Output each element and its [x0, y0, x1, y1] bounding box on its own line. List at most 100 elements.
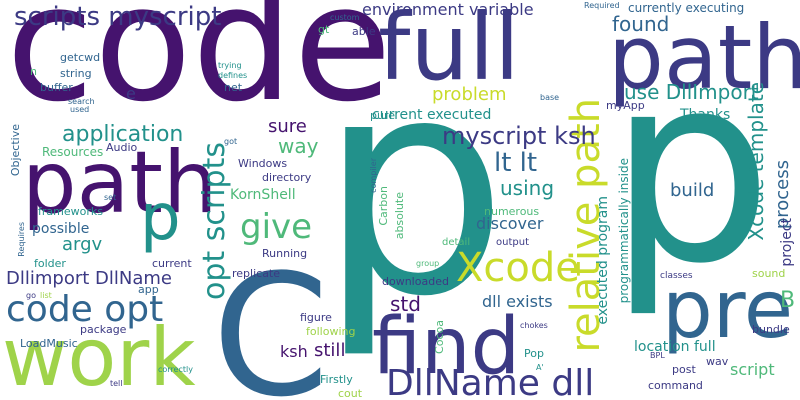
word-string: string [60, 67, 92, 80]
word-used: used [70, 105, 90, 114]
word-still: still [314, 340, 346, 361]
word-C: C [212, 238, 330, 400]
word-current-executed: current executed [372, 107, 492, 123]
word-base: base [540, 93, 560, 102]
word-p-large: p [318, 13, 509, 362]
word-command: command [648, 379, 703, 392]
word-required: Required [584, 1, 620, 10]
word-objective: Objective [9, 124, 22, 177]
word-xcode: Xcode [456, 245, 580, 291]
word-kornshell: KornShell [230, 187, 296, 203]
word-output: output [496, 237, 529, 248]
word-location-full: location full [634, 339, 716, 355]
word-pure: pure [370, 109, 396, 122]
word-path-left: path [22, 133, 218, 233]
word-a-prime: A' [536, 363, 544, 372]
word-current: current [152, 257, 192, 270]
word-found: found [612, 12, 670, 36]
word-cocoa: Cocoa [433, 320, 446, 354]
word-possible: possible [32, 221, 90, 237]
word-opt-scripts: opt scripts [197, 142, 232, 300]
word-detail: detail [442, 237, 471, 248]
word-p-small: p [140, 181, 181, 255]
word-p-large-right: p [608, 19, 774, 321]
word-scripts-myscript: scripts myscript [14, 2, 222, 32]
word-myapp: myApp [606, 99, 645, 112]
word-application: application [62, 122, 184, 147]
word-full: full [378, 0, 520, 101]
word-windows: Windows [238, 157, 288, 170]
word-absolute: absolute [393, 192, 406, 240]
word-downloaded: downloaded [382, 275, 449, 288]
word-lt-lt: lt lt [494, 148, 538, 178]
word-way: way [278, 134, 319, 158]
word-myscript-ksh: myscript ksh [442, 122, 596, 150]
word-buffer: buffer [40, 81, 73, 94]
word-ksh: ksh [280, 342, 308, 361]
word-audio: Audio [106, 141, 138, 154]
word-path-top: path [608, 6, 800, 109]
word-package: package [80, 323, 127, 336]
word-using: using [500, 176, 555, 200]
word-code: code [6, 0, 392, 137]
word-environment-variable: environment variable [362, 0, 534, 19]
word-sure: sure [268, 116, 307, 137]
word-dll-exists: dll exists [482, 292, 553, 311]
word-argv: argv [62, 234, 103, 255]
word-n: n [30, 65, 37, 78]
word-project: project [779, 218, 795, 267]
word-frameworks: frameworks [38, 205, 103, 218]
word-custom: custom [330, 13, 360, 22]
word-chokes: chokes [520, 321, 548, 330]
word-build: build [670, 180, 715, 201]
word-dllname-dll: DllName dll [386, 363, 595, 400]
word-compiler: compiler [369, 158, 378, 193]
word-B: B [780, 288, 796, 313]
word-requires: Requires [17, 222, 26, 257]
word-trying: trying [218, 61, 242, 70]
word-executed-program: executed program [595, 196, 611, 325]
word-std: std [390, 292, 421, 316]
word-bpl: BPL [650, 351, 665, 360]
word-folder: folder [34, 257, 66, 270]
word-correctly: correctly [158, 365, 193, 374]
word-sound: sound [752, 267, 786, 280]
word-following: following [306, 325, 356, 338]
word-replicate: replicate [232, 267, 281, 280]
word-give: give [240, 207, 313, 247]
word-thanks: Thanks [680, 107, 731, 123]
word-bundle: bundle [752, 323, 790, 336]
word-use-dllimport: use DllImport [624, 80, 759, 104]
word-getcwd: getcwd [60, 51, 101, 64]
word-go: go [26, 291, 36, 300]
word-cout: cout [338, 387, 363, 400]
word-tell: tell [110, 379, 123, 388]
word-list: list [40, 291, 52, 300]
word-dllimport-dllname: Dllimport DllName [6, 268, 172, 289]
word-code-opt: code opt [6, 289, 164, 330]
word-app: app [138, 283, 159, 296]
word-running: Running [262, 247, 308, 260]
word-group: group [416, 259, 440, 268]
word-carbon: Carbon [377, 186, 390, 226]
word-xcode-template: Xcode template [744, 82, 768, 241]
word-programmatically-inside: programmatically inside [617, 158, 631, 304]
word-work: work [2, 311, 196, 400]
word-wav: wav [706, 355, 729, 368]
word-firstly: Firstly [320, 373, 353, 386]
word-discover: discover [476, 214, 544, 233]
word-classes: classes [660, 271, 693, 281]
word-post: post [672, 363, 696, 376]
word-directory: directory [262, 171, 312, 184]
word-resources: Resources [42, 145, 104, 159]
word-set: set [104, 193, 117, 202]
word-find: find [372, 302, 521, 392]
word-currently-executing: currently executing [628, 1, 745, 15]
word-figure: figure [300, 311, 332, 324]
word-pop: Pop [524, 347, 544, 360]
word-loadmusic: LoadMusic [20, 337, 78, 350]
word-numerous: numerous [484, 205, 540, 218]
word-net: net [224, 81, 243, 94]
word-problem: problem [432, 84, 507, 105]
